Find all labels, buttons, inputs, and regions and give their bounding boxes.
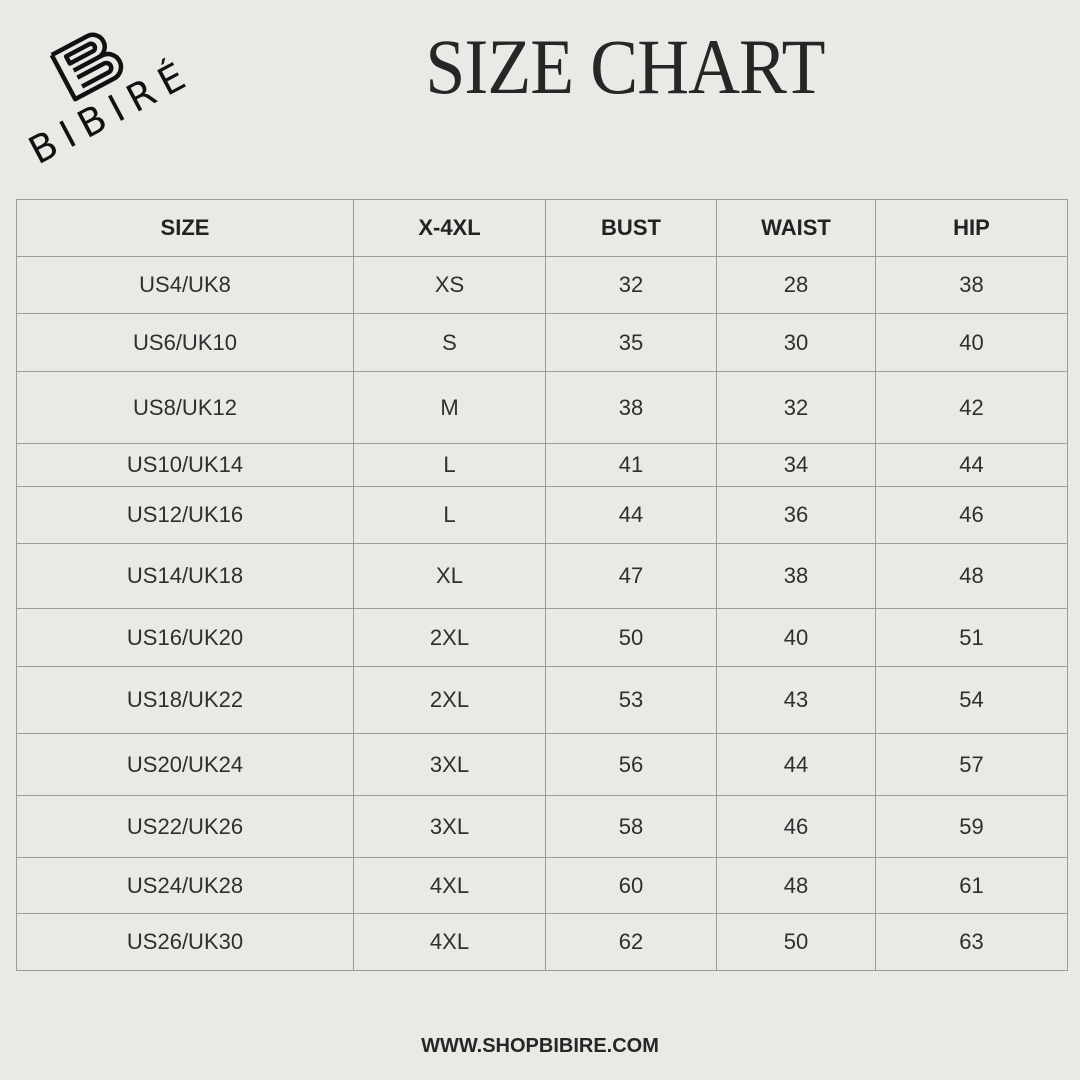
size-chart-table: SIZE X-4XL BUST WAIST HIP US4/UK8 XS 32 28 38 US6… (16, 199, 1068, 971)
table-cell: 59 (875, 795, 1068, 858)
table-cell: 3XL (353, 733, 546, 796)
table-cell: 51 (875, 608, 1068, 667)
table-cell: 48 (875, 543, 1068, 609)
table-row: US14/UK18 XL 47 38 48 (16, 543, 1068, 609)
column-header: BUST (545, 199, 717, 257)
table-row: US22/UK26 3XL 58 46 59 (16, 795, 1068, 858)
table-cell: US10/UK14 (16, 443, 354, 487)
table-cell: 34 (716, 443, 876, 487)
column-header: X-4XL (353, 199, 546, 257)
table-cell: US20/UK24 (16, 733, 354, 796)
table-cell: L (353, 486, 546, 544)
table-cell: US14/UK18 (16, 543, 354, 609)
table-row: US4/UK8 XS 32 28 38 (16, 256, 1068, 314)
table-cell: 60 (545, 857, 717, 914)
table-cell: 43 (716, 666, 876, 734)
table-cell: 2XL (353, 666, 546, 734)
table-cell: 58 (545, 795, 717, 858)
table-cell: 4XL (353, 913, 546, 971)
table-cell: 38 (545, 371, 717, 444)
table-cell: 32 (545, 256, 717, 314)
table-cell: 42 (875, 371, 1068, 444)
table-row: US18/UK22 2XL 53 43 54 (16, 666, 1068, 734)
table-cell: S (353, 313, 546, 372)
table-cell: 40 (716, 608, 876, 667)
table-row: US24/UK28 4XL 60 48 61 (16, 857, 1068, 914)
table-cell: US18/UK22 (16, 666, 354, 734)
table-cell: 30 (716, 313, 876, 372)
table-row: US10/UK14 L 41 34 44 (16, 443, 1068, 487)
website-link[interactable]: WWW.SHOPBIBIRE.COM (421, 1035, 659, 1057)
table-cell: 4XL (353, 857, 546, 914)
table-cell: US26/UK30 (16, 913, 354, 971)
table-cell: 50 (545, 608, 717, 667)
table-cell: US6/UK10 (16, 313, 354, 372)
table-cell: 2XL (353, 608, 546, 667)
table-row: US20/UK24 3XL 56 44 57 (16, 733, 1068, 796)
table-cell: XS (353, 256, 546, 314)
table-cell: 57 (875, 733, 1068, 796)
table-cell: US4/UK8 (16, 256, 354, 314)
table-cell: US22/UK26 (16, 795, 354, 858)
table-cell: 54 (875, 666, 1068, 734)
page-title: SIZE CHART (425, 23, 825, 110)
table-cell: 3XL (353, 795, 546, 858)
table-cell: 40 (875, 313, 1068, 372)
column-header: HIP (875, 199, 1068, 257)
table-cell: M (353, 371, 546, 444)
table-cell: 61 (875, 857, 1068, 914)
table-cell: US8/UK12 (16, 371, 354, 444)
table-cell: 46 (716, 795, 876, 858)
table-cell: 47 (545, 543, 717, 609)
table-row: US12/UK16 L 44 36 46 (16, 486, 1068, 544)
table-cell: 50 (716, 913, 876, 971)
table-cell: 38 (875, 256, 1068, 314)
bibire-logo-icon: BIBIRÉ (22, 32, 200, 173)
table-row: US26/UK30 4XL 62 50 63 (16, 913, 1068, 971)
table-cell: 41 (545, 443, 717, 487)
table-cell: 38 (716, 543, 876, 609)
column-header: SIZE (16, 199, 354, 257)
table-cell: 44 (875, 443, 1068, 487)
table-cell: 28 (716, 256, 876, 314)
table-cell: 32 (716, 371, 876, 444)
table-header-row: SIZE X-4XL BUST WAIST HIP (16, 199, 1068, 257)
column-header: WAIST (716, 199, 876, 257)
table-cell: 44 (716, 733, 876, 796)
table-cell: L (353, 443, 546, 487)
table-cell: 44 (545, 486, 717, 544)
table-cell: 35 (545, 313, 717, 372)
table-cell: 46 (875, 486, 1068, 544)
table-cell: XL (353, 543, 546, 609)
table-cell: 56 (545, 733, 717, 796)
table-cell: US12/UK16 (16, 486, 354, 544)
table-cell: 63 (875, 913, 1068, 971)
table-cell: 48 (716, 857, 876, 914)
table-row: US16/UK20 2XL 50 40 51 (16, 608, 1068, 667)
table-row: US8/UK12 M 38 32 42 (16, 371, 1068, 444)
brand-logo: BIBIRÉ (20, 15, 230, 175)
table-cell: US24/UK28 (16, 857, 354, 914)
table-cell: 36 (716, 486, 876, 544)
table-cell: 53 (545, 666, 717, 734)
table-cell: 62 (545, 913, 717, 971)
table-cell: US16/UK20 (16, 608, 354, 667)
table-row: US6/UK10 S 35 30 40 (16, 313, 1068, 372)
